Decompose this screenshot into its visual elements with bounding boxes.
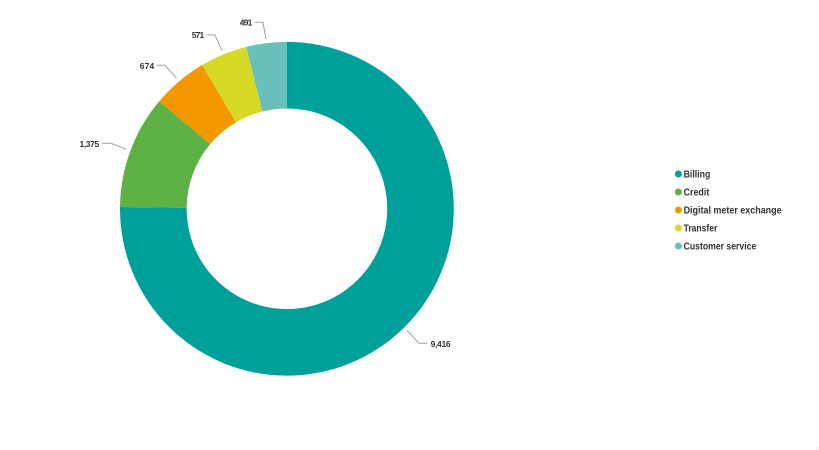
svg-text:1,375: 1,375 [80, 139, 100, 149]
svg-text:Digital meter exchange: Digital meter exchange [684, 206, 782, 217]
svg-text:Credit: Credit [684, 188, 710, 199]
svg-text:Transfer: Transfer [684, 224, 718, 235]
svg-text:Customer service: Customer service [684, 242, 757, 253]
svg-text:571: 571 [192, 30, 205, 40]
svg-text:9,416: 9,416 [431, 339, 451, 349]
svg-text:491: 491 [240, 18, 253, 28]
svg-text:Billing: Billing [684, 170, 711, 181]
svg-text:674: 674 [140, 61, 155, 71]
